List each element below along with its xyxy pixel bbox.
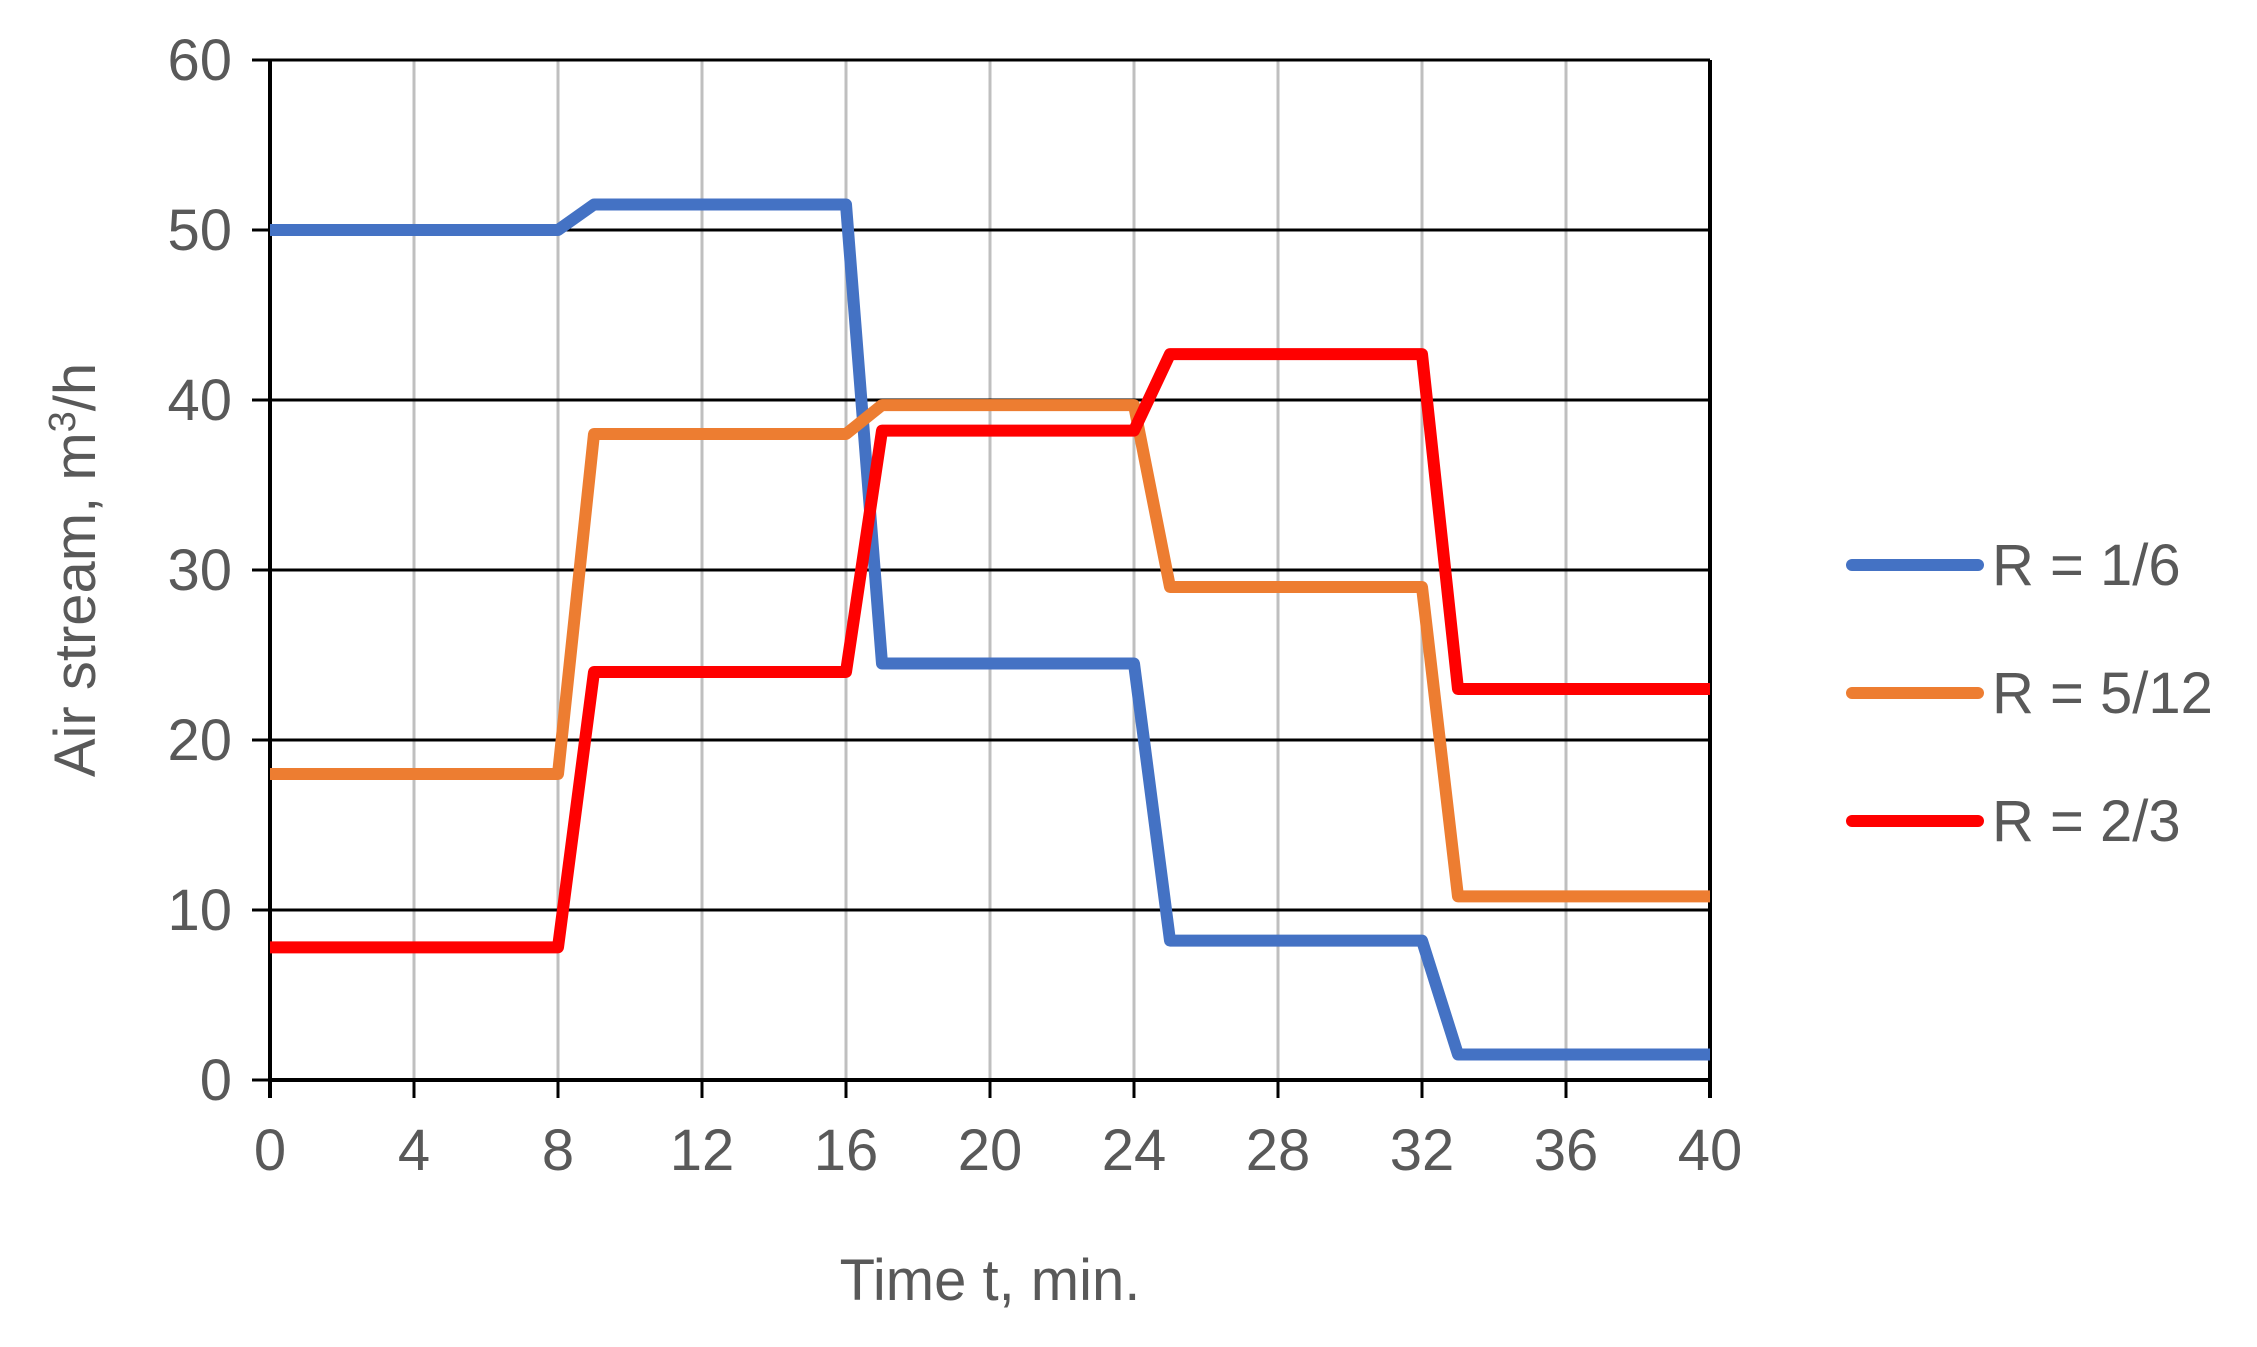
y-tick-label: 40 — [167, 368, 232, 433]
series-lines — [270, 198, 1710, 1061]
x-tick-label: 16 — [814, 1118, 879, 1183]
y-tick-label: 20 — [167, 708, 232, 773]
y-tick-label: 10 — [167, 878, 232, 943]
x-tick-label: 12 — [670, 1118, 735, 1183]
legend: R = 1/6 R = 5/12 R = 2/3 — [1846, 533, 2213, 854]
x-tick-label: 20 — [958, 1118, 1023, 1183]
y-tick-label: 50 — [167, 198, 232, 263]
y-tick-label: 0 — [200, 1048, 232, 1113]
y-axis-title-superscript: 3 — [42, 411, 84, 432]
series-line-1 — [270, 198, 1710, 1061]
x-tick-label: 28 — [1246, 1118, 1311, 1183]
y-tick-label: 60 — [167, 28, 232, 93]
legend-label-2: R = 5/12 — [1992, 661, 2213, 726]
legend-label-1: R = 1/6 — [1992, 533, 2181, 598]
y-tick-label: 30 — [167, 538, 232, 603]
x-tick-label: 8 — [542, 1118, 574, 1183]
x-tick-label: 32 — [1390, 1118, 1455, 1183]
y-axis-title-tail: /h — [43, 363, 108, 411]
series-line-3 — [270, 348, 1710, 954]
x-tick-label: 24 — [1102, 1118, 1167, 1183]
x-tick-label: 4 — [398, 1118, 430, 1183]
x-axis-title: Time t, min. — [840, 1248, 1141, 1313]
x-tick-label: 36 — [1534, 1118, 1599, 1183]
series-line-2 — [270, 399, 1710, 903]
x-tick-label: 40 — [1678, 1118, 1743, 1183]
grid — [252, 58, 1710, 1082]
x-tick-label: 0 — [254, 1118, 286, 1183]
legend-label-3: R = 2/3 — [1992, 789, 2181, 854]
y-axis-title: Air stream, m3/h — [42, 363, 108, 777]
tick-labels: 0 10 20 30 40 50 60 0 4 8 12 16 20 24 28 32 36 40 — [167, 28, 1742, 1183]
y-axis-title-main: Air stream, m — [43, 432, 108, 777]
